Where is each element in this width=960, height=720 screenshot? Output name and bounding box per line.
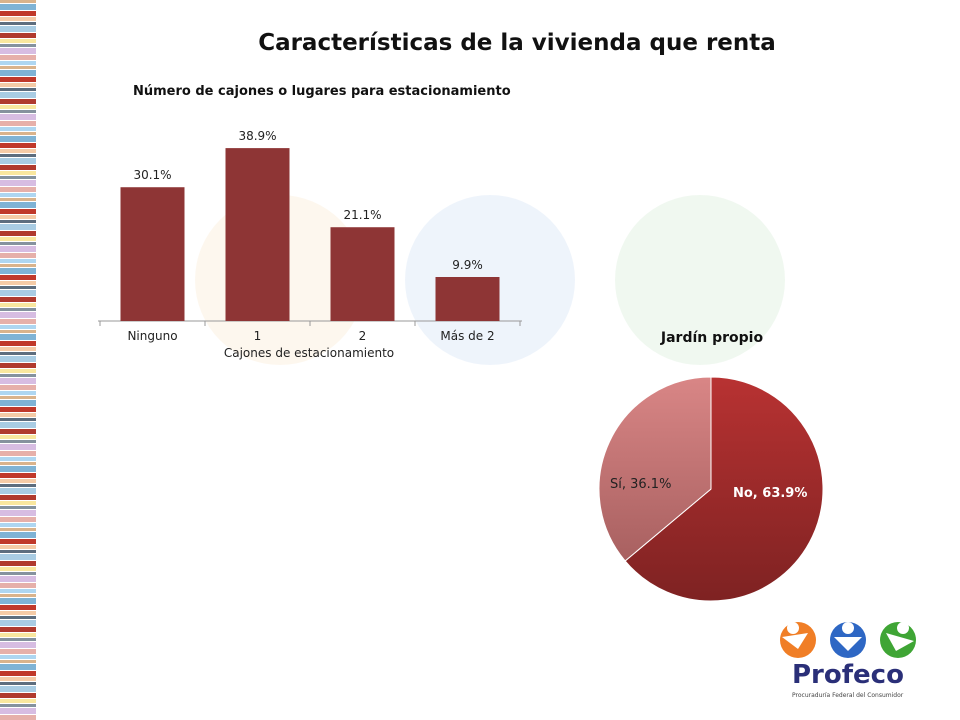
bar-chart-title: Número de cajones o lugares para estacio… <box>133 84 511 99</box>
bar-1 <box>225 148 290 321</box>
logo-subtitle: Procuraduría Federal del Consumidor <box>792 692 904 699</box>
x-tick-label-0: Ninguno <box>127 329 177 343</box>
x-tick-label-1: 1 <box>254 329 262 343</box>
bar-data-label-2: 21.1% <box>343 208 381 222</box>
x-axis-label: Cajones de estacionamiento <box>224 346 394 360</box>
bar-data-label-1: 38.9% <box>238 129 276 143</box>
bar-2 <box>330 227 395 321</box>
decorative-stripes <box>0 0 36 720</box>
bar-chart: 30.1% Ninguno 38.9% 1 21.1% 2 9.9% Más de 2 Caj… <box>98 129 522 360</box>
bar-data-label-0: 30.1% <box>133 168 171 182</box>
pie-label-1: Sí, 36.1% <box>610 477 671 492</box>
x-tick-label-3: Más de 2 <box>440 329 494 343</box>
page-title: Características de la vivienda que renta <box>258 30 776 56</box>
pie-chart-title: Jardín propio <box>660 330 764 346</box>
bar-3 <box>435 277 500 321</box>
pie-chart: No, 63.9% Sí, 36.1% <box>598 376 824 602</box>
logo-name: Profeco <box>792 660 904 690</box>
pie-label-0: No, 63.9% <box>733 486 807 501</box>
pie-slice-0 <box>624 376 824 602</box>
bar-data-label-3: 9.9% <box>452 258 483 272</box>
bar-0 <box>120 187 185 321</box>
profeco-logo-icon <box>780 622 916 658</box>
pie-slice-1 <box>598 376 712 562</box>
x-tick-label-2: 2 <box>359 329 367 343</box>
